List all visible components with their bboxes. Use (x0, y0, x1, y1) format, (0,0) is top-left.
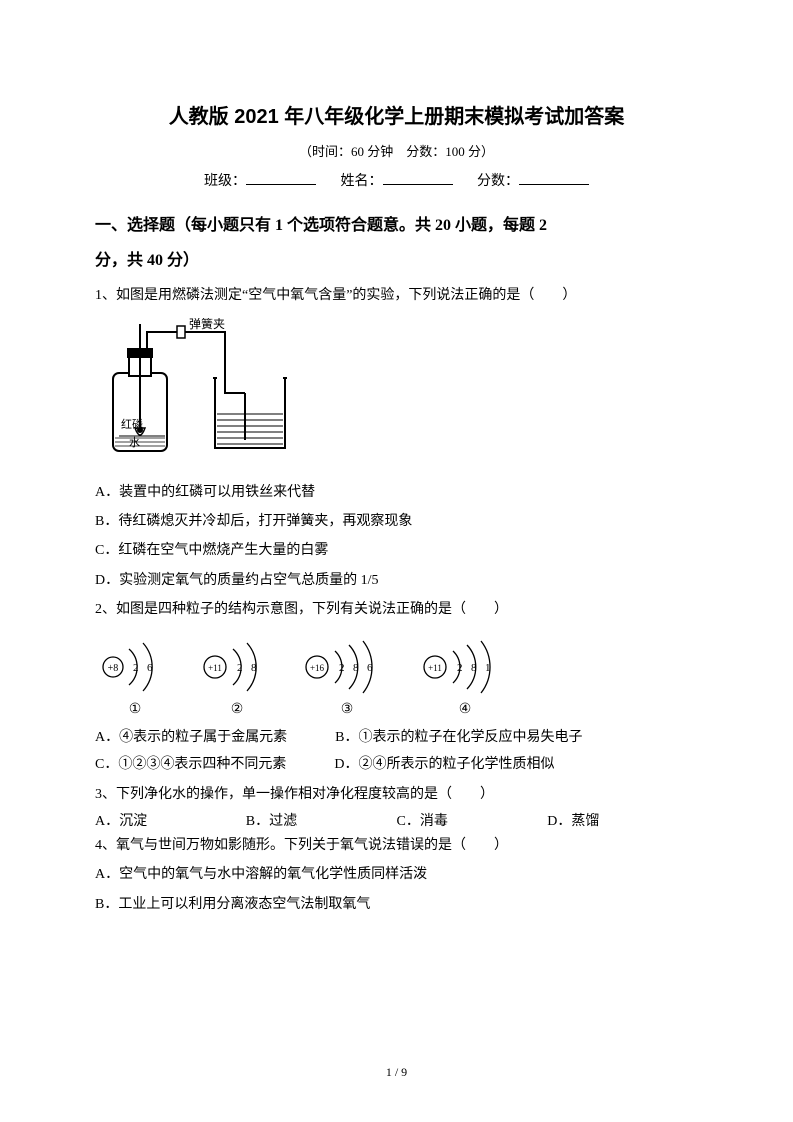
q3-option-c: C．消毒 (397, 810, 548, 830)
atom-4-label: ④ (459, 701, 472, 718)
blank-score[interactable] (519, 171, 589, 185)
atom-4-nucleus: +11 (428, 663, 442, 673)
atom-3-shell1: 2 (339, 662, 345, 674)
atom-4: +11 2 8 1 ④ (417, 637, 513, 718)
meta-time: 60 分钟 (351, 144, 393, 159)
atom-2: +11 2 8 ② (197, 637, 277, 718)
q2-option-d: D．②④所表示的粒子化学性质相似 (334, 751, 554, 778)
section-1-line2: 分，共 40 分） (95, 252, 199, 269)
atom-1: +8 2 6 ① (95, 637, 175, 718)
q1-option-d: D．实验测定氧气的质量约占空气总质量的 1/5 (95, 567, 698, 594)
meta-prefix: （时间： (299, 144, 351, 159)
atom-4-shell3: 1 (485, 662, 491, 674)
page-title: 人教版 2021 年八年级化学上册期末模拟考试加答案 (95, 100, 698, 129)
label-clip: 弹簧夹 (189, 318, 225, 331)
atom-1-shell2: 6 (147, 662, 153, 674)
label-phosphorus: 红磷 (121, 418, 143, 431)
atom-2-shell1: 2 (237, 662, 243, 674)
atom-1-label: ① (129, 701, 142, 718)
figure-2-atoms: +8 2 6 ① +11 2 8 ② +16 (95, 637, 698, 718)
blank-name[interactable] (383, 171, 453, 185)
atom-1-shell1: 2 (133, 662, 139, 674)
q4-option-b: B．工业上可以利用分离液态空气法制取氧气 (95, 891, 698, 918)
question-2: 2、如图是四种粒子的结构示意图，下列有关说法正确的是（ ） (95, 596, 698, 623)
q2-option-c: C．①②③④表示四种不同元素 (95, 751, 286, 778)
atom-2-nucleus: +11 (208, 663, 222, 673)
q3-option-a: A．沉淀 (95, 810, 246, 830)
q1-option-a: A．装置中的红磷可以用铁丝来代替 (95, 479, 698, 506)
blank-class[interactable] (246, 171, 316, 185)
section-1-heading: 一、选择题（每小题只有 1 个选项符合题意。共 20 小题，每题 2 分，共 4… (95, 208, 698, 278)
q2-option-b: B．①表示的粒子在化学反应中易失电子 (335, 724, 582, 751)
q3-option-d: D．蒸馏 (547, 810, 698, 830)
meta-score: 100 分 (445, 144, 481, 159)
q1-option-c: C．红磷在空气中燃烧产生大量的白雾 (95, 537, 698, 564)
atom-2-shell2: 8 (251, 662, 257, 674)
atom-2-label: ② (231, 701, 244, 718)
figure-1-apparatus: 弹簧夹 红磷 水 (95, 318, 698, 473)
question-1: 1、如图是用燃磷法测定“空气中氧气含量”的实验，下列说法正确的是（ ） (95, 282, 698, 309)
atom-1-nucleus: +8 (108, 663, 119, 674)
student-info-line: 班级： 姓名： 分数： (95, 170, 698, 190)
atom-3: +16 2 8 6 ③ (299, 637, 395, 718)
atom-4-shell2: 8 (471, 662, 477, 674)
page-number: 1 / 9 (0, 1065, 793, 1080)
label-name: 姓名： (341, 174, 383, 189)
q2-option-a: A．④表示的粒子属于金属元素 (95, 724, 287, 751)
meta-mid: 分数： (393, 144, 445, 159)
q1-option-b: B．待红磷熄灭并冷却后，打开弹簧夹，再观察现象 (95, 508, 698, 535)
atom-3-shell2: 8 (353, 662, 359, 674)
atom-4-shell1: 2 (457, 662, 463, 674)
q3-options: A．沉淀 B．过滤 C．消毒 D．蒸馏 (95, 810, 698, 830)
apparatus-svg: 弹簧夹 红磷 水 (95, 318, 295, 468)
q2-row-ab: A．④表示的粒子属于金属元素 B．①表示的粒子在化学反应中易失电子 (95, 724, 698, 751)
q4-option-a: A．空气中的氧气与水中溶解的氧气化学性质同样活泼 (95, 861, 698, 888)
atom-3-nucleus: +16 (310, 663, 325, 673)
label-class: 班级： (204, 174, 246, 189)
label-score: 分数： (477, 174, 519, 189)
question-3: 3、下列净化水的操作，单一操作相对净化程度较高的是（ ） (95, 781, 698, 808)
q3-option-b: B．过滤 (246, 810, 397, 830)
exam-meta: （时间：60 分钟 分数：100 分） (95, 141, 698, 160)
q2-row-cd: C．①②③④表示四种不同元素 D．②④所表示的粒子化学性质相似 (95, 751, 698, 778)
question-4: 4、氧气与世间万物如影随形。下列关于氧气说法错误的是（ ） (95, 832, 698, 859)
meta-suffix: ） (481, 144, 494, 159)
atom-3-shell3: 6 (367, 662, 373, 674)
atom-3-label: ③ (341, 701, 354, 718)
section-1-line1: 一、选择题（每小题只有 1 个选项符合题意。共 20 小题，每题 2 (95, 217, 547, 234)
